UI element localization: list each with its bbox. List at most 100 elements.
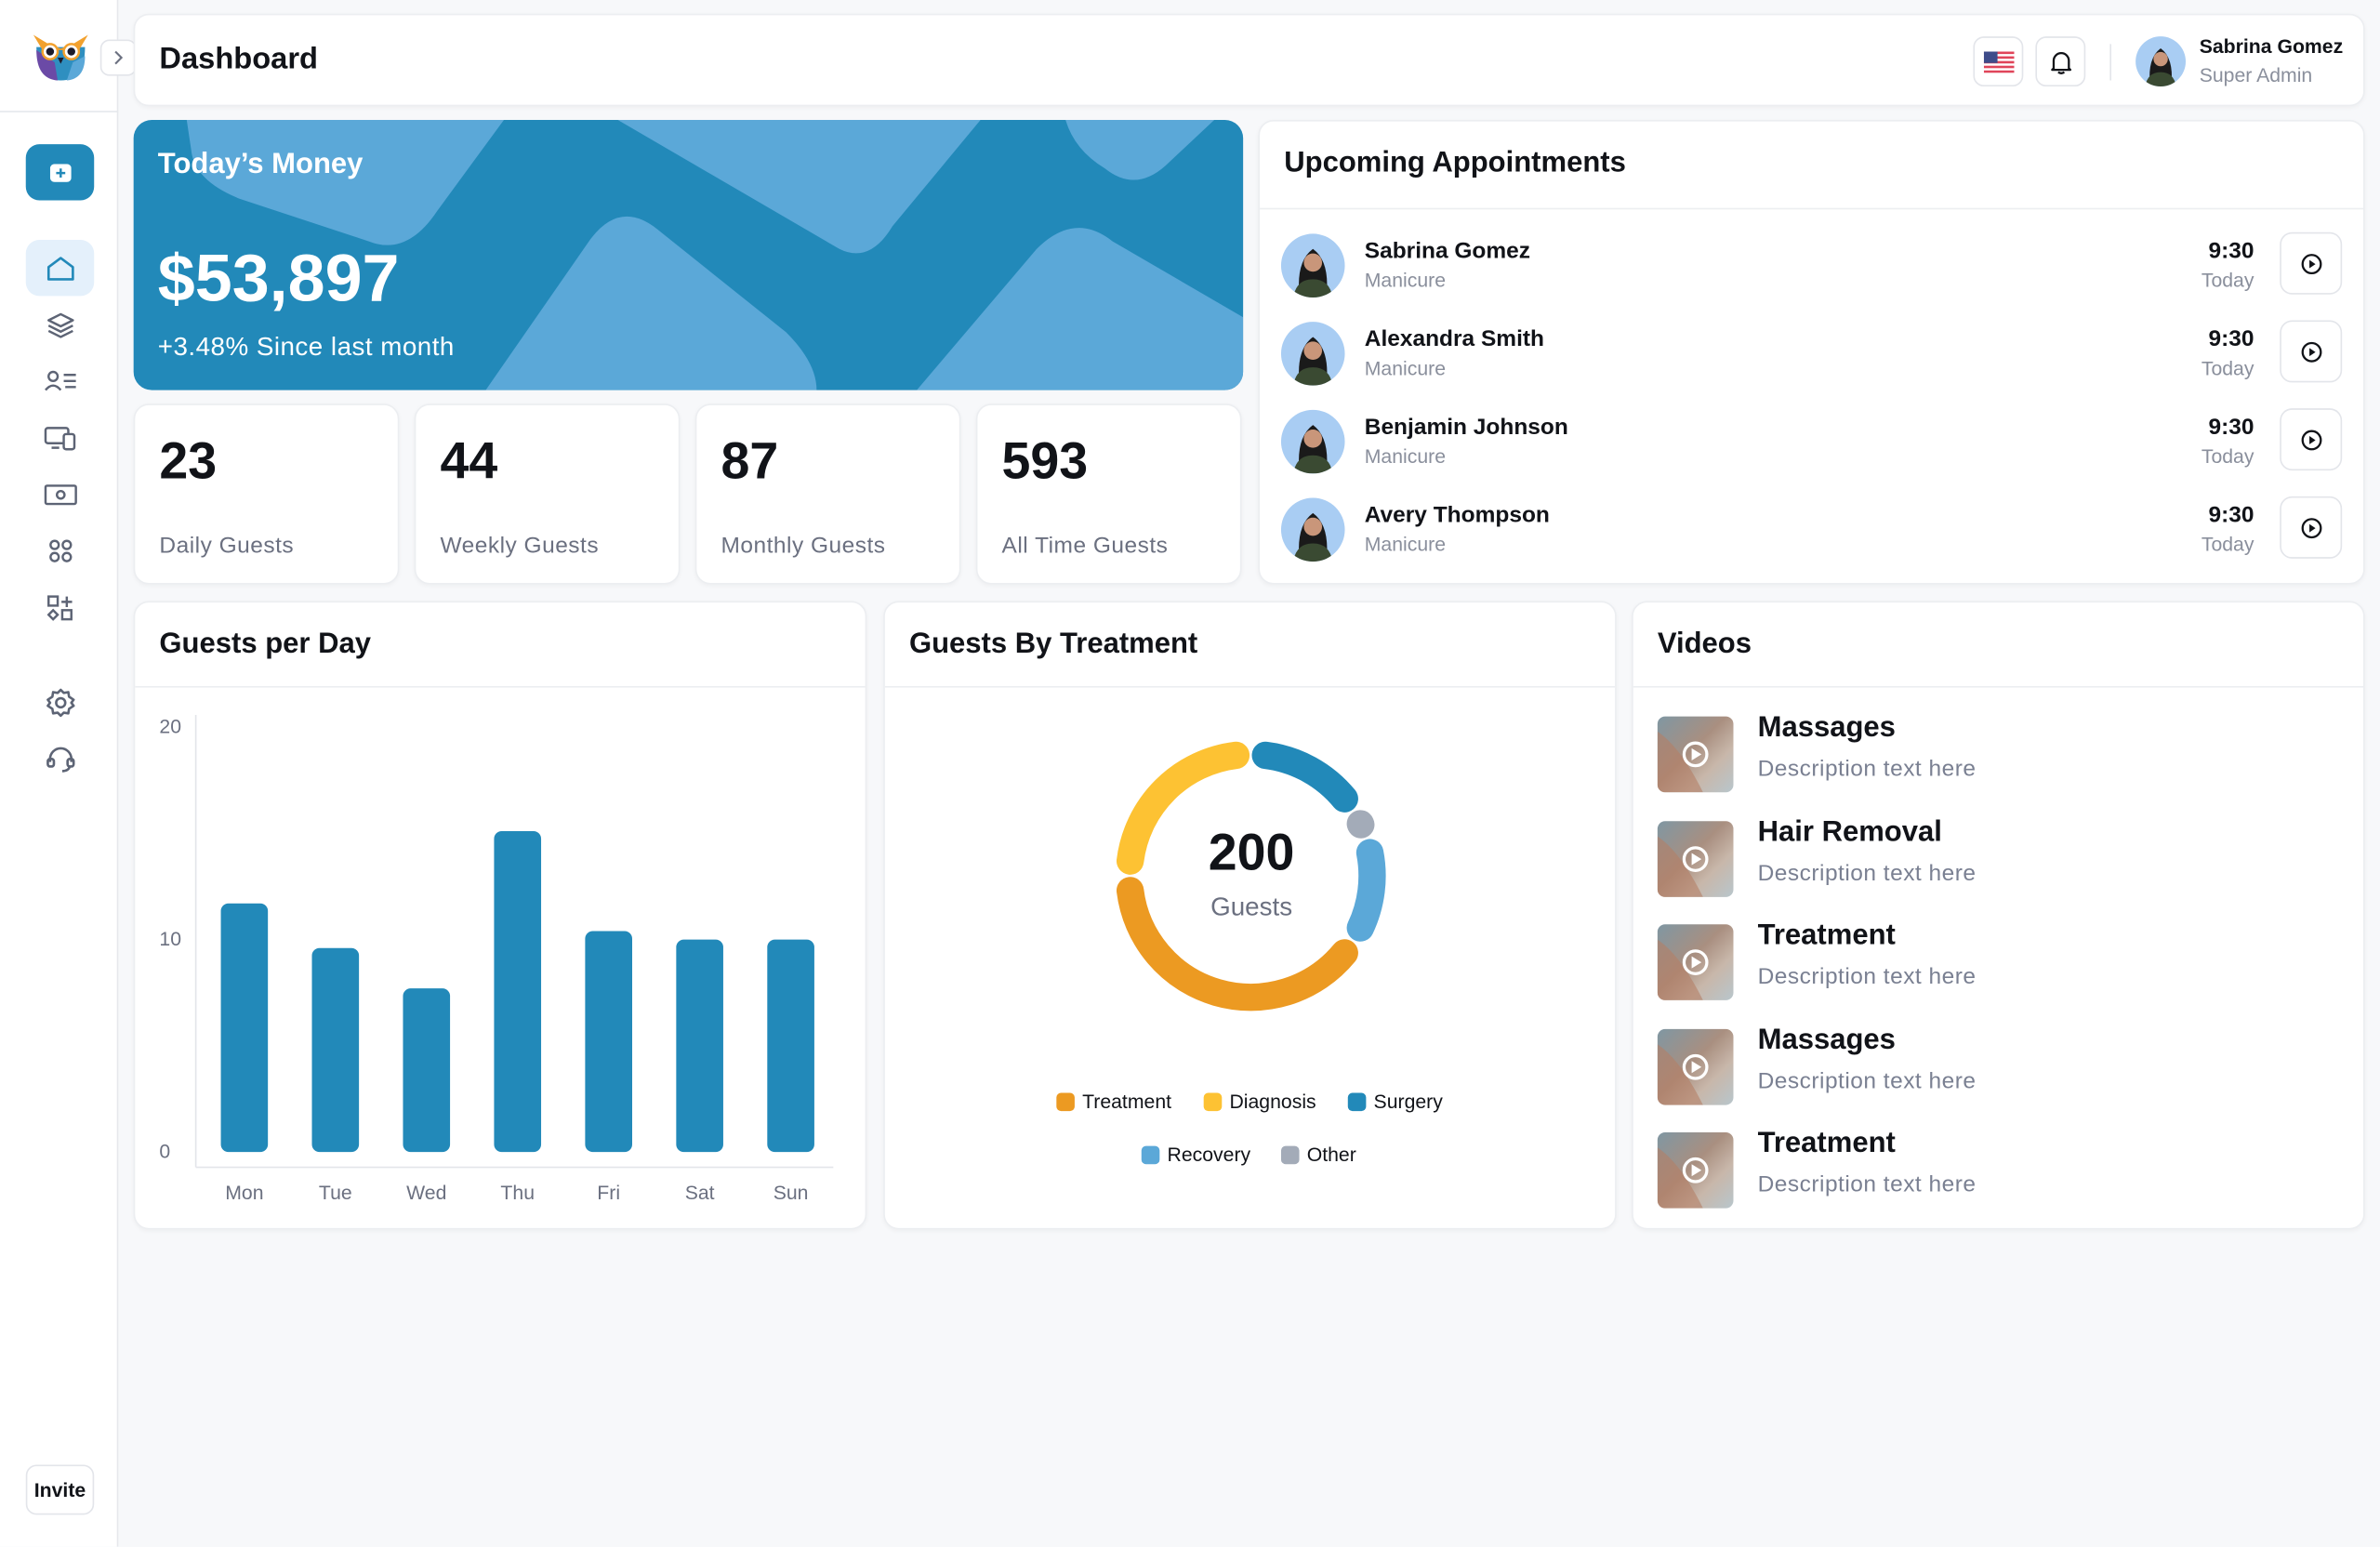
stat-value: 87 <box>721 432 779 492</box>
video-description: Description text here <box>1758 1068 1977 1094</box>
bar-wed <box>403 988 450 1152</box>
stat-value: 23 <box>159 432 217 492</box>
video-thumbnail[interactable] <box>1658 820 1734 896</box>
video-title: Treatment <box>1758 919 1896 953</box>
video-thumbnail[interactable] <box>1658 924 1734 1000</box>
legend-label: Surgery <box>1374 1090 1443 1112</box>
x-tick-label: Sun <box>774 1183 809 1204</box>
divider <box>1633 686 2363 688</box>
x-tick-label: Sat <box>685 1183 715 1204</box>
stat-label: All Time Guests <box>1002 533 1169 559</box>
add-button[interactable] <box>26 144 94 200</box>
legend-swatch <box>1348 1092 1367 1111</box>
avatar-image <box>1281 322 1345 386</box>
legend-item: Diagnosis <box>1204 1090 1316 1112</box>
x-tick-label: Fri <box>597 1183 620 1204</box>
legend-swatch <box>1281 1145 1300 1164</box>
video-title: Massages <box>1758 712 1896 746</box>
video-title: Massages <box>1758 1024 1896 1057</box>
service-name: Manicure <box>1365 357 1446 379</box>
avatar <box>1281 322 1345 386</box>
card-title: Videos <box>1658 628 1752 662</box>
card-title: Upcoming Appointments <box>1284 147 1626 180</box>
avatar <box>1281 410 1345 474</box>
legend-swatch <box>1056 1092 1075 1111</box>
service-name: Manicure <box>1365 444 1446 467</box>
video-description: Description text here <box>1758 1171 1977 1197</box>
appointment-row[interactable]: Sabrina Gomez Manicure 9:30 Today <box>1281 233 2342 306</box>
sidebar-item-settings[interactable] <box>26 674 94 730</box>
user-avatar[interactable] <box>2135 36 2186 86</box>
invite-button[interactable]: Invite <box>26 1465 94 1515</box>
start-appointment-button[interactable] <box>2280 408 2342 470</box>
stat-card-all-time: 593 All Time Guests <box>976 403 1242 584</box>
divider <box>1260 208 2363 210</box>
video-thumbnail[interactable] <box>1658 1132 1734 1209</box>
client-name: Alexandra Smith <box>1365 326 1544 352</box>
video-title: Treatment <box>1758 1128 1896 1161</box>
add-widget-icon <box>46 594 73 621</box>
legend-swatch <box>1204 1092 1223 1111</box>
appointment-day: Today <box>2202 357 2254 379</box>
video-description: Description text here <box>1758 964 1977 990</box>
bar-tue <box>312 948 360 1152</box>
avatar <box>1281 233 1345 298</box>
user-list-icon <box>44 368 77 392</box>
devices-icon <box>44 426 77 450</box>
video-description: Description text here <box>1758 860 1977 886</box>
sidebar-item-support[interactable] <box>26 730 94 786</box>
sidebar-item-home[interactable] <box>26 240 94 296</box>
start-appointment-button[interactable] <box>2280 320 2342 382</box>
sidebar-item-devices[interactable] <box>26 410 94 466</box>
guests-by-treatment-card: Guests By Treatment 200 Guests Treatment… <box>883 602 1617 1230</box>
appointment-row[interactable]: Benjamin Johnson Manicure 9:30 Today <box>1281 410 2342 483</box>
notifications-button[interactable] <box>2035 36 2085 86</box>
bar-fri <box>585 931 632 1152</box>
video-item[interactable]: Hair Removal Description text here <box>1658 820 2339 899</box>
x-tick-label: Tue <box>319 1183 352 1204</box>
bar-mon <box>221 904 269 1152</box>
appointment-time: 9:30 <box>2208 502 2254 528</box>
collapse-sidebar-button[interactable] <box>100 39 137 75</box>
apps-icon <box>47 538 72 562</box>
legend-item: Other <box>1281 1143 1356 1165</box>
play-icon <box>1658 717 1734 793</box>
legend-label: Treatment <box>1082 1090 1171 1112</box>
play-icon <box>1658 924 1734 1000</box>
bar-sun <box>767 940 814 1153</box>
start-appointment-button[interactable] <box>2280 496 2342 559</box>
sidebar-item-apps[interactable] <box>26 522 94 578</box>
video-thumbnail[interactable] <box>1658 1028 1734 1104</box>
appointment-day: Today <box>2202 444 2254 467</box>
sidebar-item-payments[interactable] <box>26 466 94 522</box>
legend-label: Diagnosis <box>1229 1090 1316 1112</box>
video-item[interactable]: Treatment Description text here <box>1658 924 2339 1003</box>
stat-card-daily: 23 Daily Guests <box>134 403 400 584</box>
todays-money-card: Today’s Money $53,897 +3.48% Since last … <box>134 120 1243 390</box>
header-divider <box>2109 44 2111 80</box>
videos-card: Videos Massages Description text here Ha… <box>1632 602 2365 1230</box>
avatar-image <box>1281 233 1345 298</box>
video-item[interactable]: Massages Description text here <box>1658 1028 2339 1107</box>
bar-sat <box>676 940 723 1153</box>
play-circle-icon <box>2300 429 2321 450</box>
start-appointment-button[interactable] <box>2280 232 2342 295</box>
appointment-row[interactable]: Alexandra Smith Manicure 9:30 Today <box>1281 322 2342 394</box>
sidebar-item-clients[interactable] <box>26 352 94 408</box>
y-tick-label: 20 <box>159 717 181 738</box>
owl-logo-icon <box>33 29 88 84</box>
avatar <box>1281 498 1345 562</box>
sidebar-item-layers[interactable] <box>26 296 94 351</box>
appointment-row[interactable]: Avery Thompson Manicure 9:30 Today <box>1281 498 2342 571</box>
video-item[interactable]: Massages Description text here <box>1658 717 2339 796</box>
language-button[interactable] <box>1973 36 2023 86</box>
stat-label: Weekly Guests <box>440 533 599 559</box>
user-role: Super Admin <box>2200 64 2313 86</box>
client-name: Avery Thompson <box>1365 502 1550 528</box>
us-flag-icon <box>1983 51 2014 73</box>
video-thumbnail[interactable] <box>1658 717 1734 793</box>
video-item[interactable]: Treatment Description text here <box>1658 1132 2339 1211</box>
client-name: Benjamin Johnson <box>1365 415 1568 441</box>
service-name: Manicure <box>1365 533 1446 555</box>
sidebar-item-widgets[interactable] <box>26 580 94 636</box>
